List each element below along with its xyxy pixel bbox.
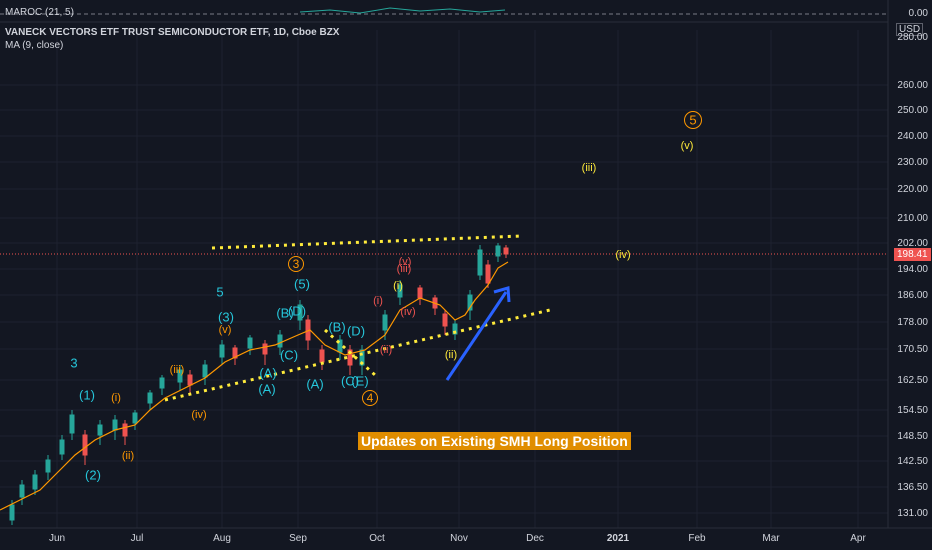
wave-label: (C) (279, 347, 299, 363)
price-tick: 202.00 (897, 238, 928, 249)
wave-label: (ii) (444, 349, 458, 361)
wave-label: (1) (79, 387, 95, 403)
price-tick: 186.00 (897, 290, 928, 301)
price-tick: 170.50 (897, 344, 928, 355)
price-tick: 162.50 (897, 375, 928, 386)
price-tick: 210.00 (897, 213, 928, 224)
wave-label: 4 (366, 391, 374, 405)
wave-label: (5) (294, 276, 310, 292)
wave-label: (A) (306, 376, 324, 392)
wave-label: (iii) (581, 162, 597, 174)
lower-trendline (164, 308, 551, 402)
wave-label: (i) (111, 392, 121, 404)
wave-label: (iii) (396, 263, 412, 275)
price-tick: 194.00 (897, 264, 928, 275)
time-tick: 2021 (606, 533, 630, 544)
time-tick: Mar (762, 533, 780, 544)
price-tick: 148.50 (897, 431, 928, 442)
price-tick: 142.50 (897, 456, 928, 467)
price-tick: 131.00 (897, 508, 928, 519)
price-tick: 220.00 (897, 184, 928, 195)
wave-label: (iii) (169, 364, 185, 376)
wave-label: (ii) (379, 344, 393, 356)
time-tick: Oct (369, 533, 385, 544)
annotation-banner: Updates on Existing SMH Long Position (358, 432, 631, 450)
wave-label: (iv) (191, 409, 207, 421)
wave-label: (C) (340, 373, 360, 389)
blue-arrow (445, 286, 511, 381)
wave-label: (D) (346, 323, 366, 339)
current-price-tag: 198.41 (894, 248, 931, 261)
price-tick: 136.50 (897, 482, 928, 493)
wave-label: (v) (680, 140, 694, 152)
time-tick: Jul (130, 533, 144, 544)
time-tick: Sep (289, 533, 307, 544)
wave-label: (i) (373, 295, 383, 307)
wave-label: (D) (287, 303, 307, 319)
time-tick: Nov (450, 533, 468, 544)
wave-label: 5 (689, 112, 697, 128)
wave-label: (A) (259, 365, 277, 381)
wave-label: 3 (70, 355, 78, 371)
wave-label: (iv) (615, 249, 631, 261)
wave-label: (2) (85, 467, 101, 483)
upper-trendline (211, 234, 523, 250)
price-tick: 230.00 (897, 157, 928, 168)
wave-label: 3 (292, 257, 300, 271)
currency-label[interactable]: USD (896, 23, 924, 36)
ma-line (0, 261, 509, 511)
indicator-line (299, 7, 506, 14)
price-tick: 178.00 (897, 317, 928, 328)
time-tick: Aug (213, 533, 231, 544)
price-tick: 240.00 (897, 131, 928, 142)
inner-trendline (323, 328, 377, 377)
wave-label: (ii) (121, 450, 135, 462)
price-tick: 280.00 (897, 32, 928, 43)
wave5-circle (684, 111, 702, 129)
ma-legend[interactable]: MA (9, close) (5, 40, 64, 51)
wave-label: 5 (216, 284, 224, 300)
wave-label: (iv) (400, 306, 416, 318)
time-tick: Jun (48, 533, 66, 544)
price-tick: 154.50 (897, 405, 928, 416)
wave-label: (B) (276, 305, 294, 321)
wave3-circle (288, 256, 304, 272)
symbol-legend[interactable]: VANECK VECTORS ETF TRUST SEMICONDUCTOR E… (5, 27, 340, 38)
price-tick: 250.00 (897, 105, 928, 116)
wave-label: (i) (393, 280, 403, 292)
wave-label: (B) (328, 319, 346, 335)
indicator-zero-label: 0.00 (908, 8, 928, 19)
wave-label: (E) (351, 373, 369, 389)
time-tick: Apr (850, 533, 866, 544)
wave-label: (3) (218, 309, 234, 325)
wave-label: (A) (258, 381, 276, 397)
time-tick: Feb (688, 533, 706, 544)
wave4-circle (362, 390, 378, 406)
price-tick: 260.00 (897, 80, 928, 91)
indicator-label: MAROC (21, 5) (5, 7, 74, 18)
wave-label: (v) (398, 256, 412, 268)
time-tick: Dec (526, 533, 544, 544)
candles (9, 243, 509, 525)
wave-label: (v) (218, 324, 232, 336)
